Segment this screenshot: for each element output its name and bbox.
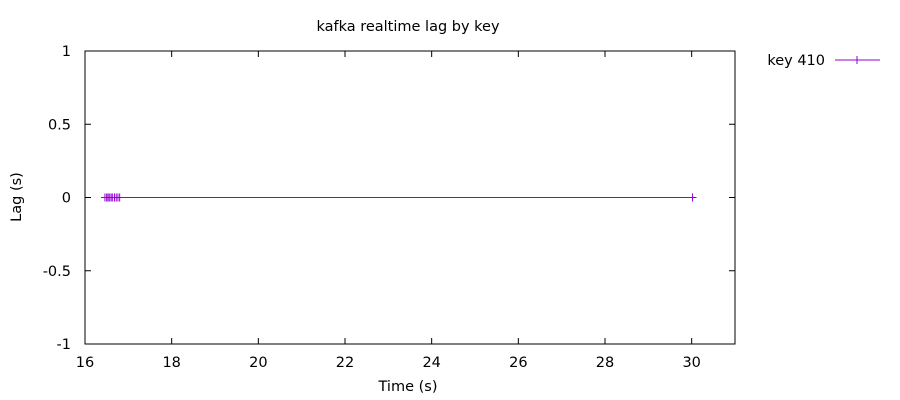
plot-frame <box>84 50 736 345</box>
y-tick-label: -1 <box>57 337 71 353</box>
legend-label: key 410 <box>767 53 825 69</box>
x-tick-label: 20 <box>249 355 267 371</box>
legend-marker <box>853 56 861 64</box>
data-point <box>688 193 697 202</box>
x-axis-label: Time (s) <box>378 379 438 395</box>
x-tick-label: 22 <box>336 355 354 371</box>
data-point <box>115 193 124 202</box>
x-tick-label: 28 <box>596 355 614 371</box>
y-axis-title: Lag (s) <box>9 172 25 222</box>
axis-ticks: 16 18 20 22 24 26 28 30 -1 -0.5 0 0.5 1 <box>43 44 735 371</box>
legend: key 410 <box>767 53 880 69</box>
series-layer <box>100 193 697 202</box>
y-tick-label: -0.5 <box>43 264 71 280</box>
x-tick-label: 24 <box>422 355 440 371</box>
y-tick-label: 0 <box>62 191 71 207</box>
chart-title: kafka realtime lag by key <box>316 19 500 35</box>
x-tick-label: 16 <box>76 355 94 371</box>
y-tick-label: 0.5 <box>48 117 71 133</box>
y-tick-label: 1 <box>62 44 71 60</box>
x-tick-label: 30 <box>682 355 700 371</box>
x-tick-label: 26 <box>509 355 527 371</box>
y-axis-label: Lag (s) <box>9 172 25 222</box>
x-tick-label: 18 <box>162 355 180 371</box>
